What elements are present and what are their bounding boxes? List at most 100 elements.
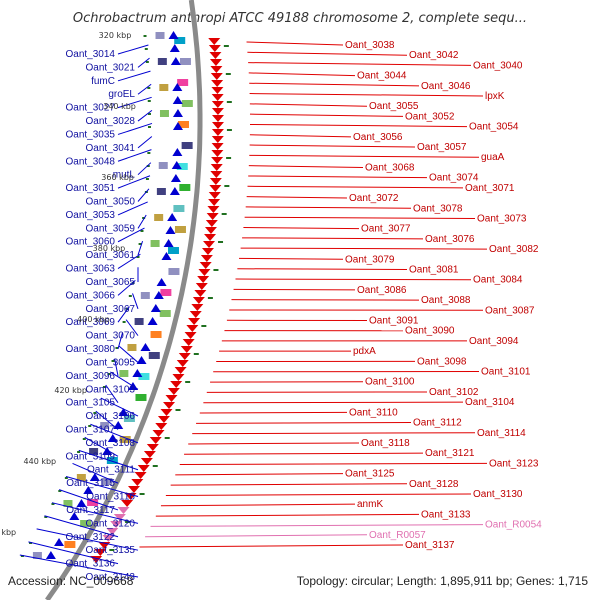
reverse-gene-arrow[interactable] bbox=[153, 291, 164, 299]
gene-label[interactable]: Oant_3080 bbox=[66, 344, 116, 355]
gene-label[interactable]: Oant_3072 bbox=[349, 193, 399, 204]
reverse-gene-arrow[interactable] bbox=[172, 96, 183, 104]
forward-gene-arrow[interactable] bbox=[94, 549, 107, 556]
gene-label[interactable]: Oant_3078 bbox=[413, 203, 463, 214]
reverse-gene-arrow[interactable] bbox=[147, 317, 158, 325]
gene-label[interactable]: Oant_3035 bbox=[66, 129, 116, 140]
forward-gene-arrow[interactable] bbox=[211, 157, 224, 164]
forward-gene-arrow[interactable] bbox=[209, 52, 222, 59]
gene-label[interactable]: Oant_3059 bbox=[86, 223, 136, 234]
reverse-gene-arrow[interactable] bbox=[168, 31, 179, 39]
gene-label[interactable]: Oant_3120 bbox=[86, 518, 136, 529]
reverse-gene-arrow[interactable] bbox=[54, 538, 65, 546]
gene-label[interactable]: Oant_3106 bbox=[86, 411, 136, 422]
gene-label[interactable]: Oant_3028 bbox=[86, 116, 136, 127]
forward-gene-arrow[interactable] bbox=[205, 220, 218, 227]
reverse-gene-arrow[interactable] bbox=[83, 486, 94, 494]
gene-label[interactable]: Oant_3038 bbox=[345, 40, 395, 51]
forward-gene-arrow[interactable] bbox=[174, 367, 187, 374]
gene-label[interactable]: Oant_3100 bbox=[365, 377, 415, 388]
gene-label[interactable]: Oant_R0057 bbox=[369, 530, 426, 541]
forward-gene-arrow[interactable] bbox=[170, 381, 183, 388]
gene-label[interactable]: Oant_3074 bbox=[429, 173, 479, 184]
reverse-gene-arrow[interactable] bbox=[102, 447, 113, 455]
reverse-gene-arrow[interactable] bbox=[69, 512, 80, 520]
forward-gene-arrow[interactable] bbox=[203, 241, 216, 248]
reverse-gene-arrow[interactable] bbox=[172, 148, 183, 156]
gene-label[interactable]: Oant_3073 bbox=[477, 213, 527, 224]
gene-label[interactable]: guaA bbox=[481, 152, 505, 163]
forward-gene-arrow[interactable] bbox=[146, 444, 159, 451]
gene-label[interactable]: Oant_3123 bbox=[489, 458, 539, 469]
forward-gene-arrow[interactable] bbox=[200, 255, 213, 262]
reverse-gene-arrow[interactable] bbox=[172, 109, 183, 117]
gene-label[interactable]: Oant_3079 bbox=[345, 254, 395, 265]
forward-gene-arrow[interactable] bbox=[188, 318, 201, 325]
forward-gene-arrow[interactable] bbox=[208, 38, 221, 45]
reverse-gene-arrow[interactable] bbox=[150, 304, 161, 312]
forward-gene-arrow[interactable] bbox=[198, 269, 211, 276]
forward-gene-arrow[interactable] bbox=[167, 388, 180, 395]
gene-label[interactable]: Oant_3060 bbox=[66, 237, 116, 248]
forward-gene-arrow[interactable] bbox=[211, 87, 224, 94]
gene-label[interactable]: lpxK bbox=[485, 91, 505, 102]
reverse-gene-arrow[interactable] bbox=[118, 408, 129, 416]
forward-gene-arrow[interactable] bbox=[211, 108, 224, 115]
gene-label[interactable]: Oant_3066 bbox=[66, 290, 116, 301]
forward-gene-arrow[interactable] bbox=[152, 430, 165, 437]
forward-gene-arrow[interactable] bbox=[199, 262, 212, 269]
gene-label[interactable]: fumC bbox=[91, 76, 115, 87]
reverse-gene-arrow[interactable] bbox=[136, 356, 147, 364]
gene-label[interactable]: Oant_3110 bbox=[349, 407, 398, 418]
gene-label[interactable]: Oant_3102 bbox=[429, 387, 479, 398]
gene-label[interactable]: Oant_3109 bbox=[66, 451, 116, 462]
gene-label[interactable]: Oant_3041 bbox=[86, 143, 136, 154]
forward-gene-arrow[interactable] bbox=[197, 276, 210, 283]
forward-gene-arrow[interactable] bbox=[163, 402, 176, 409]
forward-gene-arrow[interactable] bbox=[211, 150, 224, 157]
gene-label[interactable]: Oant_3056 bbox=[353, 132, 403, 143]
reverse-gene-arrow[interactable] bbox=[76, 499, 87, 507]
forward-gene-arrow[interactable] bbox=[208, 199, 221, 206]
gene-label[interactable]: Oant_3077 bbox=[361, 224, 411, 235]
forward-gene-arrow[interactable] bbox=[137, 465, 150, 472]
reverse-gene-arrow[interactable] bbox=[167, 213, 178, 221]
forward-gene-arrow[interactable] bbox=[149, 437, 162, 444]
gene-label[interactable]: Oant_3137 bbox=[405, 540, 455, 551]
forward-gene-arrow[interactable] bbox=[201, 248, 214, 255]
forward-gene-arrow[interactable] bbox=[131, 479, 144, 486]
gene-label[interactable]: Oant_3088 bbox=[421, 295, 471, 306]
forward-gene-arrow[interactable] bbox=[182, 339, 195, 346]
forward-gene-arrow[interactable] bbox=[102, 535, 115, 542]
gene-label[interactable]: Oant_3094 bbox=[469, 336, 519, 347]
forward-gene-arrow[interactable] bbox=[110, 521, 123, 528]
forward-gene-arrow[interactable] bbox=[210, 171, 223, 178]
forward-gene-arrow[interactable] bbox=[204, 234, 217, 241]
gene-label[interactable]: Oant_3096 bbox=[66, 371, 116, 382]
gene-label[interactable]: Oant_3067 bbox=[86, 304, 136, 315]
forward-gene-arrow[interactable] bbox=[184, 332, 197, 339]
reverse-gene-arrow[interactable] bbox=[45, 551, 56, 559]
gene-label[interactable]: Oant_3048 bbox=[66, 156, 116, 167]
forward-gene-arrow[interactable] bbox=[211, 143, 224, 150]
gene-label[interactable]: Oant_3086 bbox=[357, 285, 407, 296]
gene-label[interactable]: Oant_3117 bbox=[66, 505, 115, 516]
gene-label[interactable]: Oant_3081 bbox=[409, 264, 459, 275]
gene-label[interactable]: mutL bbox=[113, 170, 136, 181]
reverse-gene-arrow[interactable] bbox=[169, 44, 180, 52]
gene-label[interactable]: Oant_3143 bbox=[86, 572, 136, 583]
forward-gene-arrow[interactable] bbox=[208, 45, 221, 52]
forward-gene-arrow[interactable] bbox=[176, 360, 189, 367]
reverse-gene-arrow[interactable] bbox=[89, 473, 100, 481]
forward-gene-arrow[interactable] bbox=[155, 423, 168, 430]
forward-gene-arrow[interactable] bbox=[210, 73, 223, 80]
gene-label[interactable]: Oant_3091 bbox=[369, 316, 419, 327]
forward-gene-arrow[interactable] bbox=[194, 290, 207, 297]
gene-label[interactable]: Oant_3130 bbox=[473, 489, 523, 500]
forward-gene-arrow[interactable] bbox=[191, 304, 204, 311]
forward-gene-arrow[interactable] bbox=[165, 395, 178, 402]
gene-label[interactable]: Oant_3115 bbox=[66, 478, 115, 489]
gene-label[interactable]: Oant_3027 bbox=[66, 103, 116, 114]
reverse-gene-arrow[interactable] bbox=[170, 57, 181, 65]
gene-label[interactable]: Oant_3116 bbox=[86, 492, 135, 503]
